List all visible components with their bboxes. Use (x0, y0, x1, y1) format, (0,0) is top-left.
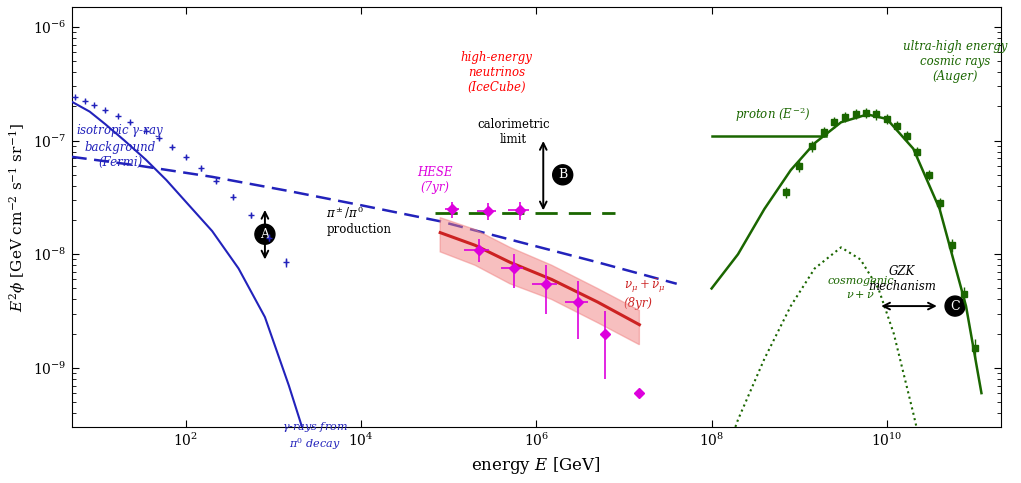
Text: A: A (260, 228, 270, 241)
Text: calorimetric
limit: calorimetric limit (477, 117, 550, 145)
X-axis label: energy $E$ [GeV]: energy $E$ [GeV] (472, 455, 601, 476)
Text: high-energy
neutrinos
(IceCube): high-energy neutrinos (IceCube) (460, 51, 532, 94)
Text: $\gamma$-rays from
$\pi^0$ decay: $\gamma$-rays from $\pi^0$ decay (283, 420, 348, 453)
Text: cosmogenic
$\nu + \bar{\nu}$: cosmogenic $\nu + \bar{\nu}$ (827, 276, 893, 300)
Text: GZK
mechanism: GZK mechanism (869, 266, 936, 294)
Y-axis label: $E^2\phi$ [GeV cm$^{-2}$ s$^{-1}$ sr$^{-1}$]: $E^2\phi$ [GeV cm$^{-2}$ s$^{-1}$ sr$^{-… (7, 123, 28, 312)
Text: HESE
(7yr): HESE (7yr) (418, 166, 453, 194)
Polygon shape (440, 218, 639, 345)
Text: B: B (558, 168, 568, 181)
Text: proton ($E^{-2}$): proton ($E^{-2}$) (735, 105, 811, 124)
Text: C: C (951, 299, 960, 313)
Text: isotropic $\gamma$-ray
background
(Fermi): isotropic $\gamma$-ray background (Fermi… (77, 122, 164, 170)
Text: $\nu_\mu + \bar{\nu}_\mu$
(8yr): $\nu_\mu + \bar{\nu}_\mu$ (8yr) (624, 278, 666, 310)
Text: $\pi^\pm / \pi^0$
production: $\pi^\pm / \pi^0$ production (326, 204, 391, 236)
Text: ultra-high energy
cosmic rays
(Auger): ultra-high energy cosmic rays (Auger) (903, 40, 1008, 83)
